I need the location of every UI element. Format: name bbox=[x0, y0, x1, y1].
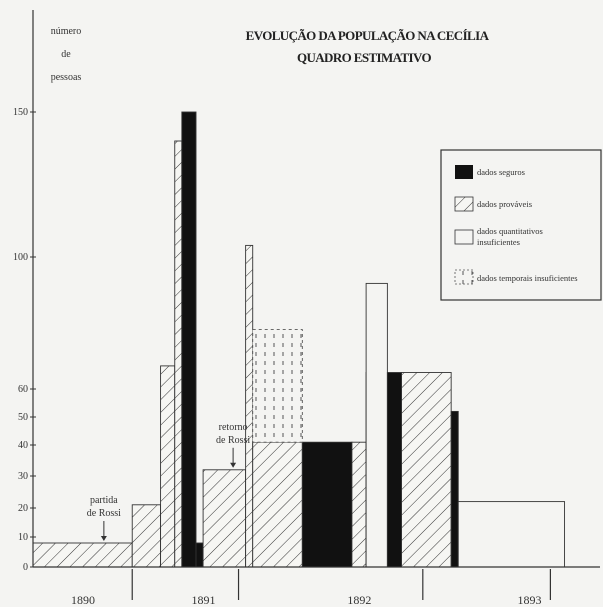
bars-group bbox=[32, 111, 566, 568]
y-tick-label-30: 30 bbox=[18, 471, 28, 482]
y-axis-label-line-1: número bbox=[51, 26, 82, 37]
x-year-label-1892: 1892 bbox=[347, 593, 371, 607]
bar-seguro-4 bbox=[181, 111, 197, 568]
y-tick-label-10: 10 bbox=[18, 532, 28, 543]
chart-title: EVOLUÇÃO DA POPULAÇÃO NA CECÍLIA QUADRO … bbox=[246, 28, 491, 65]
y-tick-label-20: 20 bbox=[18, 503, 28, 514]
bar-provavel-2 bbox=[160, 365, 176, 568]
bar-provavel-7 bbox=[245, 244, 254, 568]
legend-swatch-provaveis bbox=[454, 196, 474, 212]
x-year-label-1893: 1893 bbox=[518, 593, 542, 607]
bar-seguro-9 bbox=[301, 441, 353, 568]
chart-subtitle-text: QUADRO ESTIMATIVO bbox=[297, 50, 432, 65]
legend-label-quantitativos-1: dados quantitativos bbox=[477, 226, 543, 236]
bar-provavel-3 bbox=[174, 140, 183, 568]
bar-provavel-6 bbox=[202, 469, 247, 568]
bar-seguro-13 bbox=[386, 372, 403, 568]
y-tick-label-100: 100 bbox=[13, 252, 28, 263]
bar-quantitativo-12 bbox=[365, 282, 388, 568]
annotation-arrowhead-1 bbox=[230, 462, 237, 468]
y-axis-label-line-3: pessoas bbox=[51, 72, 82, 83]
axes-group: 010203040506010015018901891189218931894 bbox=[13, 10, 600, 607]
annotation-0-line-0: partida bbox=[90, 495, 118, 506]
bar-provavel-1 bbox=[131, 504, 162, 568]
bar-provavel-0 bbox=[32, 542, 133, 568]
annotation-arrowhead-0 bbox=[100, 536, 107, 541]
legend-label-quantitativos-2: insuficientes bbox=[477, 237, 520, 247]
annotations-group: partida de Rossi retorno de Rossi bbox=[87, 422, 250, 541]
annotation-1-line-1: de Rossi bbox=[216, 435, 250, 446]
legend-swatch-quantitativos bbox=[454, 229, 474, 245]
y-tick-label-60: 60 bbox=[18, 384, 28, 395]
legend-label-seguros: dados seguros bbox=[477, 167, 525, 177]
x-year-label-1890: 1890 bbox=[71, 593, 95, 607]
legend: dados seguros dados prováveis dados quan… bbox=[440, 149, 602, 301]
legend-label-provaveis: dados prováveis bbox=[477, 199, 532, 209]
y-tick-label-150: 150 bbox=[13, 107, 28, 118]
bar-seguro-15 bbox=[450, 410, 459, 568]
bar-provavel-10 bbox=[351, 441, 367, 568]
bar-seguro-5 bbox=[195, 542, 204, 568]
chart-title-text: EVOLUÇÃO DA POPULAÇÃO NA CECÍLIA bbox=[246, 28, 490, 43]
x-year-label-1891: 1891 bbox=[191, 593, 215, 607]
bar-quantitativo-16 bbox=[457, 501, 566, 568]
bar-provavel-8 bbox=[252, 441, 303, 568]
annotation-0-line-1: de Rossi bbox=[87, 508, 121, 519]
y-axis-label-line-2: de bbox=[61, 49, 71, 60]
y-axis-label: número de pessoas bbox=[51, 26, 82, 83]
y-tick-label-0: 0 bbox=[23, 562, 28, 573]
annotation-1-line-0: retorno bbox=[219, 422, 248, 433]
legend-label-temporais: dados temporais insuficientes bbox=[477, 273, 578, 283]
bar-temporal-17 bbox=[252, 329, 303, 443]
legend-swatch-seguros bbox=[455, 165, 473, 179]
y-tick-label-50: 50 bbox=[18, 412, 28, 423]
bar-provavel-14 bbox=[401, 372, 452, 568]
legend-swatch-temporais bbox=[454, 269, 474, 285]
y-tick-label-40: 40 bbox=[18, 440, 28, 451]
